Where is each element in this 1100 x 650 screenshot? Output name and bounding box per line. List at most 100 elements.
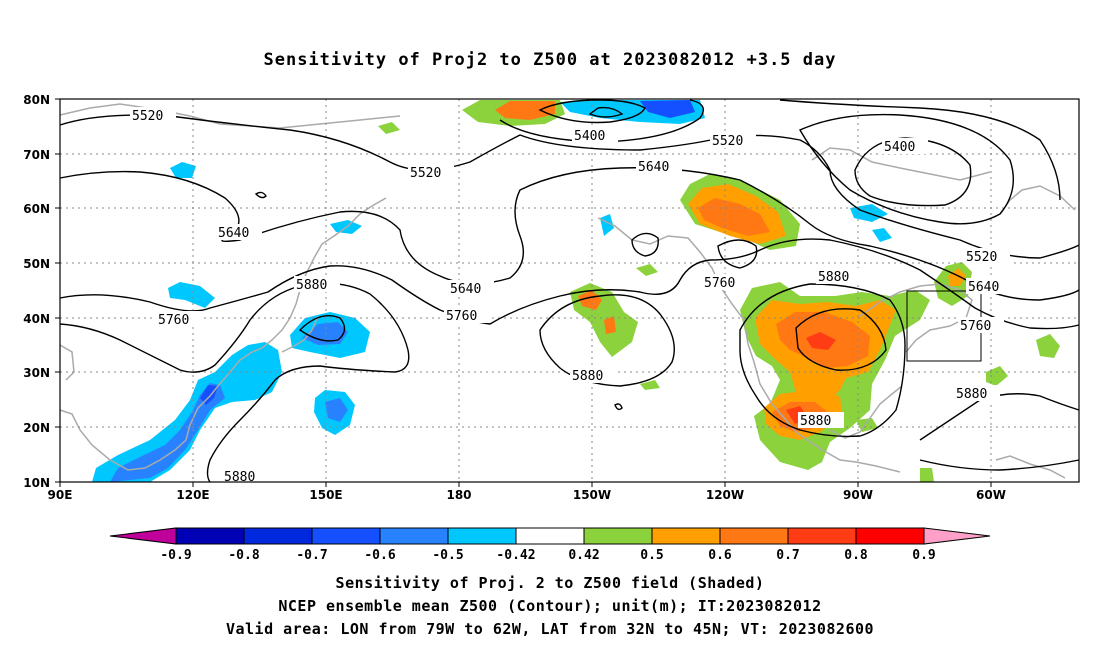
contour-5640 — [779, 99, 1061, 201]
lat-label: 40N — [23, 312, 50, 326]
contour-label: 5880 — [818, 270, 849, 285]
contour-label: 5760 — [158, 313, 189, 328]
contour-label: 5760 — [704, 276, 735, 291]
sensitivity-shading — [92, 100, 1060, 482]
colorbar-label: -0.5 — [432, 548, 463, 563]
colorbar-label: -0.8 — [228, 548, 259, 563]
colorbar-label: -0.42 — [496, 548, 535, 563]
lon-label: 150E — [309, 488, 342, 502]
footer-line-3: Valid area: LON from 79W to 62W, LAT fro… — [225, 620, 875, 638]
contour-5880 — [539, 294, 675, 387]
contour-5880 — [919, 459, 1080, 471]
contour-label: 5520 — [132, 109, 163, 124]
colorbar-swatch — [719, 527, 789, 545]
contour-5520 — [799, 113, 1014, 225]
lon-label: 120E — [176, 488, 209, 502]
footer-line-2: NCEP ensemble mean Z500 (Contour); unit(… — [278, 597, 822, 615]
colorbar-label: -0.7 — [296, 548, 327, 563]
positive-shade-region — [636, 264, 658, 276]
contour-label: 5880 — [572, 369, 603, 384]
lon-label: 60W — [976, 488, 1006, 502]
lat-label: 80N — [23, 93, 50, 107]
lat-label: 10N — [23, 476, 50, 490]
latitude-labels: 80N 70N 60N 50N 40N 30N 20N 10N — [23, 93, 50, 490]
lat-label: 30N — [23, 366, 50, 380]
lon-label: 150W — [573, 488, 611, 502]
contour-label: 5520 — [712, 134, 743, 149]
contour-5400 — [499, 99, 704, 143]
axis-ticks — [55, 98, 992, 487]
lat-label: 60N — [23, 202, 50, 216]
longitude-labels: 90E 120E 150E 180 150W 120W 90W 60W — [48, 488, 1006, 502]
colorbar-swatch — [447, 527, 517, 545]
colorbar-swatch — [379, 527, 449, 545]
colorbar-swatch — [109, 527, 177, 545]
colorbar-label: -0.9 — [160, 548, 191, 563]
contour-labels: 5520 5400 5520 5400 5520 5640 5640 5880 … — [130, 107, 1012, 485]
positive-shade-region — [920, 468, 934, 482]
contour-label: 5760 — [446, 309, 477, 324]
negative-shade-region — [640, 100, 695, 118]
contour-5880 — [919, 393, 1080, 441]
colorbar-swatch — [515, 527, 585, 545]
colorbar-swatch — [175, 527, 245, 545]
contour-label: 5880 — [224, 470, 255, 485]
negative-shade-region — [110, 383, 225, 482]
lon-label: 180 — [446, 488, 471, 502]
map-panel: 5520 5400 5520 5400 5520 5640 5640 5880 … — [59, 98, 1080, 485]
contour-label: 5640 — [450, 282, 481, 297]
contour-label: 5640 — [968, 280, 999, 295]
contour-5760 — [59, 238, 1080, 330]
contour-label: 5760 — [960, 319, 991, 334]
contour-label: 5520 — [410, 166, 441, 181]
positive-shade-region — [856, 418, 878, 432]
contour-label: 5880 — [800, 414, 831, 429]
colorbar-swatch — [583, 527, 653, 545]
positive-shade-region — [806, 332, 836, 350]
negative-shade-region — [170, 162, 196, 178]
colorbar-label: 0.5 — [640, 548, 663, 563]
colorbar-swatch — [243, 527, 313, 545]
contour-5400 — [538, 99, 646, 124]
lon-label: 120W — [706, 488, 744, 502]
negative-shade-region — [872, 228, 892, 242]
contour-label: 5640 — [218, 226, 249, 241]
lat-label: 70N — [23, 148, 50, 162]
colorbar-swatch — [923, 527, 991, 545]
colorbar-swatch — [787, 527, 857, 545]
coastlines — [59, 103, 1076, 479]
footer-line-1: Sensitivity of Proj. 2 to Z500 field (Sh… — [335, 574, 765, 592]
lat-label: 50N — [23, 257, 50, 271]
colorbar-swatch — [311, 527, 381, 545]
negative-shade-region — [92, 342, 282, 482]
map-title: Sensitivity of Proj2 to Z500 at 20230820… — [263, 50, 837, 70]
lat-label: 20N — [23, 421, 50, 435]
contour-5760 — [717, 239, 758, 269]
contour-label: 5880 — [296, 278, 327, 293]
contour-5520 — [59, 114, 1080, 259]
lon-label: 90E — [48, 488, 73, 502]
negative-shade-region — [302, 322, 348, 345]
contour-label: 5400 — [884, 140, 915, 155]
map-frame — [59, 98, 1080, 483]
lon-label: 90W — [843, 488, 873, 502]
contour-label: 5520 — [966, 250, 997, 265]
contour-label: 5880 — [956, 387, 987, 402]
contour-5880 — [298, 315, 346, 342]
positive-shade-region — [578, 290, 602, 310]
contour-5400 — [588, 106, 624, 118]
colorbar-label: 0.42 — [568, 548, 599, 563]
positive-shade-region — [378, 122, 400, 134]
positive-shade-region — [1036, 334, 1060, 358]
colorbar-label: 0.7 — [776, 548, 799, 563]
colorbar-label: 0.8 — [844, 548, 868, 563]
positive-shade-region — [640, 380, 660, 390]
colorbar-label: 0.6 — [708, 548, 732, 563]
contour-5640 — [254, 191, 267, 199]
contour-label: 5400 — [574, 129, 605, 144]
negative-shade-region — [325, 398, 348, 422]
colorbar-swatch — [855, 527, 925, 545]
negative-shade-region — [200, 385, 218, 405]
negative-shade-region — [168, 282, 215, 308]
